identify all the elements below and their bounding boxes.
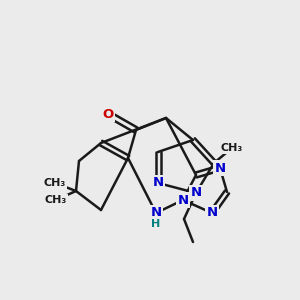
Text: N: N [177,194,189,206]
Text: CH₃: CH₃ [45,195,67,205]
Text: N: N [214,161,226,175]
Text: N: N [190,187,202,200]
Text: O: O [102,107,114,121]
Text: CH₃: CH₃ [44,178,66,188]
Text: N: N [150,206,162,220]
Text: H: H [152,219,160,229]
Text: N: N [206,206,218,220]
Text: N: N [152,176,164,190]
Text: CH₃: CH₃ [221,143,243,153]
